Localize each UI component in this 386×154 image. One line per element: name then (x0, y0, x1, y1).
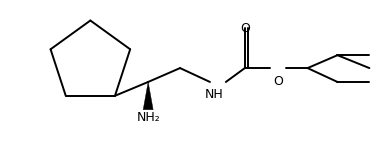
Text: O: O (273, 75, 283, 88)
Text: O: O (240, 22, 250, 35)
Polygon shape (143, 82, 153, 110)
Text: NH₂: NH₂ (136, 111, 160, 124)
Text: NH: NH (205, 88, 223, 101)
